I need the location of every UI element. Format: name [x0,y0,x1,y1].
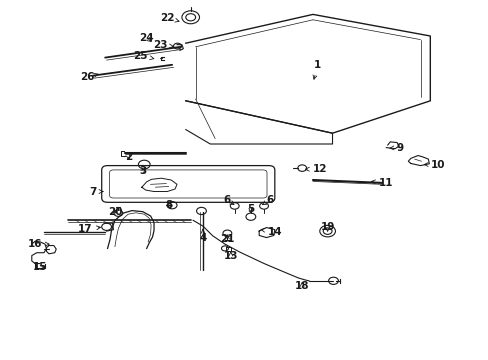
Text: 26: 26 [80,72,98,82]
Text: 24: 24 [139,33,154,43]
Text: 3: 3 [139,166,146,176]
Text: 13: 13 [223,251,238,261]
Text: 21: 21 [220,234,234,244]
Text: 18: 18 [294,281,309,291]
Text: 19: 19 [320,222,334,232]
Text: 8: 8 [165,200,172,210]
Text: 6: 6 [262,195,273,205]
Text: 10: 10 [423,159,444,170]
Text: 4: 4 [199,229,206,243]
Text: 22: 22 [160,13,179,23]
Text: 11: 11 [371,178,393,188]
Text: 9: 9 [389,143,403,153]
Text: 7: 7 [89,186,103,197]
Text: 23: 23 [152,40,173,50]
Text: 20: 20 [108,207,123,217]
Text: 15: 15 [33,262,48,272]
Text: 6: 6 [223,195,234,205]
Text: 17: 17 [78,224,100,234]
Text: 25: 25 [133,51,154,61]
Text: 5: 5 [247,204,254,214]
Text: 12: 12 [305,164,327,174]
Text: 14: 14 [261,227,282,237]
Text: 16: 16 [28,239,49,249]
Text: 1: 1 [312,60,321,79]
Text: 2: 2 [124,152,132,162]
